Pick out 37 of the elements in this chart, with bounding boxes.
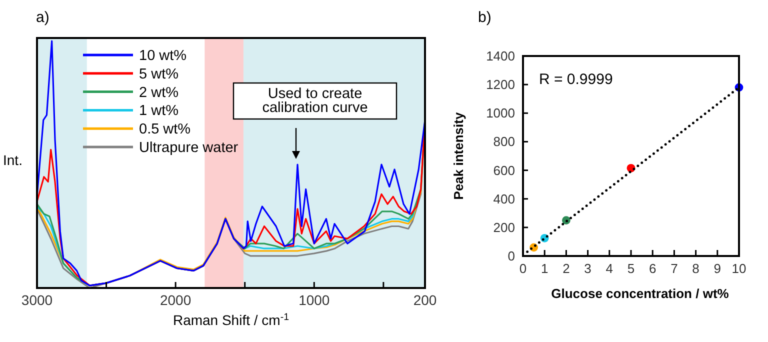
legend-label: 2 wt% <box>139 84 179 101</box>
y-tick-label: 1400 <box>486 48 515 64</box>
legend-label: 1 wt% <box>139 103 179 120</box>
x-tick-label: 8 <box>692 261 700 276</box>
y-tick-label: 400 <box>493 191 515 206</box>
legend-label: Ultrapure water <box>139 140 238 156</box>
chart-title: b) <box>478 9 492 26</box>
x-axis-title: Glucose concentration / wt% <box>551 286 730 301</box>
x-tick-label: 5 <box>627 261 635 276</box>
x-tick-label: 200 <box>413 292 437 308</box>
x-tick-label: 3000 <box>21 292 53 308</box>
x-tick-label: 3 <box>584 261 592 276</box>
y-tick-label: 800 <box>493 134 515 150</box>
x-tick-label: 9 <box>714 261 722 276</box>
x-tick-label: 1 <box>540 261 548 276</box>
chart-title: a) <box>36 9 50 26</box>
annotation: Used to create calibration curve <box>262 86 368 116</box>
y-axis-title: Peak intensity <box>451 112 466 200</box>
x-tick-label: 10 <box>732 261 746 276</box>
annotation: R = 0.9999 <box>539 71 613 88</box>
x-tick-label: 6 <box>648 261 656 276</box>
y-tick-label: 600 <box>493 162 515 178</box>
legend-label: 5 wt% <box>139 66 179 82</box>
x-tick-label: 2000 <box>160 292 192 308</box>
x-tick-label: 2 <box>562 261 570 276</box>
legend-label: 0.5 wt% <box>139 122 191 138</box>
legend-label: 10 wt% <box>139 48 187 64</box>
x-tick-label: 4 <box>606 261 614 276</box>
x-tick-label: 1000 <box>298 292 330 308</box>
x-tick-label: 0 <box>519 261 527 276</box>
y-tick-label: 200 <box>493 220 515 235</box>
y-tick-label: 0 <box>508 248 515 264</box>
x-axis-title: Raman Shift / cm$^{-1}$ <box>172 312 290 328</box>
y-tick-label: 1200 <box>486 77 515 92</box>
x-tick-label: 7 <box>670 261 678 276</box>
y-tick-label: 1000 <box>486 106 515 121</box>
y-axis-title: Int. <box>3 152 22 168</box>
